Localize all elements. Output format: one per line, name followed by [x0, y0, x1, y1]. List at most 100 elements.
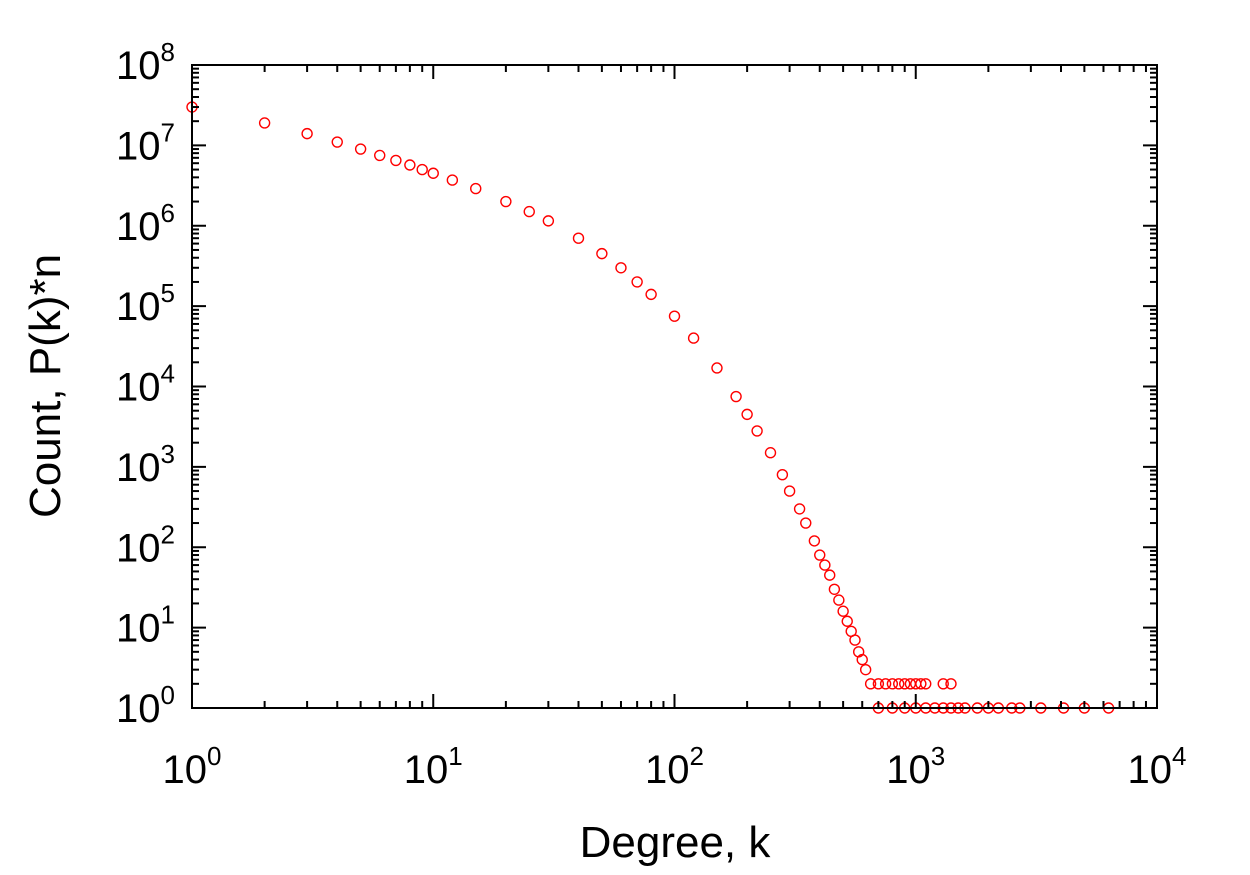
y-tick-label-base: 10 — [116, 285, 161, 329]
x-tick-label-base: 10 — [1128, 748, 1173, 792]
data-point — [631, 276, 643, 288]
x-tick-labels: 100 101 102 103 104 — [163, 741, 1187, 792]
data-point — [864, 678, 877, 690]
x-tick-label-exponent: 0 — [207, 741, 221, 771]
data-point — [730, 390, 742, 403]
y-tick-label-exponent: 0 — [161, 680, 175, 710]
data-point — [819, 559, 831, 571]
y-tick-label-exponent: 1 — [161, 600, 175, 630]
y-tick-label-exponent: 5 — [161, 278, 175, 308]
y-tick-label-exponent: 4 — [161, 359, 175, 389]
y-tick-label-exponent: 3 — [161, 439, 175, 469]
x-tick-label: 100 — [163, 741, 222, 792]
x-tick-label-base: 10 — [163, 748, 208, 792]
data-point — [828, 583, 841, 595]
data-point — [596, 247, 608, 260]
data-point — [808, 535, 821, 547]
data-point — [837, 605, 849, 617]
x-tick-label-base: 10 — [886, 748, 931, 792]
data-point — [572, 232, 585, 244]
x-tick-label: 102 — [645, 741, 704, 792]
data-point — [824, 569, 836, 581]
data-point — [945, 678, 957, 690]
data-point — [687, 332, 700, 344]
axis-ticks — [191, 64, 1158, 709]
y-tick-label: 105 — [116, 278, 175, 329]
y-tick-label: 104 — [116, 359, 175, 410]
y-tick-label: 106 — [116, 198, 175, 249]
x-tick-label: 101 — [404, 741, 463, 792]
data-point — [937, 678, 949, 690]
data-point — [390, 154, 402, 167]
data-point — [404, 159, 416, 171]
data-points — [186, 101, 1115, 714]
data-point — [915, 678, 927, 690]
y-tick-label: 100 — [116, 680, 175, 731]
data-point — [899, 678, 911, 690]
data-point — [301, 127, 313, 140]
plot-frame — [191, 64, 1158, 709]
x-tick-label-exponent: 1 — [448, 741, 462, 771]
data-point — [800, 517, 812, 529]
x-tick-label: 104 — [1128, 741, 1187, 792]
y-tick-label: 107 — [116, 117, 175, 168]
data-point — [859, 663, 872, 676]
y-tick-label-base: 10 — [116, 687, 161, 731]
y-tick-label: 101 — [116, 600, 175, 651]
y-tick-label-base: 10 — [116, 124, 161, 168]
data-point — [500, 195, 512, 208]
y-tick-label-base: 10 — [116, 607, 161, 651]
data-point — [258, 117, 271, 129]
y-tick-label-exponent: 6 — [161, 198, 175, 228]
data-point — [711, 362, 723, 374]
x-tick-label-exponent: 4 — [1172, 741, 1186, 771]
y-tick-label-base: 10 — [116, 44, 161, 88]
data-point — [764, 447, 777, 459]
data-point — [833, 594, 845, 606]
x-tick-label-exponent: 3 — [931, 741, 945, 771]
data-point — [920, 678, 932, 690]
data-point — [542, 215, 555, 227]
data-point — [879, 678, 892, 690]
data-point — [841, 615, 853, 627]
data-point — [427, 167, 439, 179]
y-tick-label: 102 — [116, 519, 175, 570]
data-point — [354, 143, 367, 155]
y-tick-label-base: 10 — [116, 446, 161, 490]
data-point — [615, 262, 627, 274]
data-point — [751, 425, 763, 437]
y-tick-label-base: 10 — [116, 366, 161, 410]
x-tick-label-base: 10 — [404, 748, 449, 792]
data-point — [668, 310, 681, 322]
data-point — [446, 174, 459, 186]
y-axis-title: Count, P(k)*n — [21, 254, 70, 518]
x-tick-label-exponent: 2 — [690, 741, 704, 771]
data-point — [741, 408, 753, 421]
y-tick-label-exponent: 8 — [161, 37, 175, 67]
x-tick-label: 103 — [886, 741, 945, 792]
data-point — [814, 549, 826, 561]
data-point — [849, 634, 861, 646]
data-point — [416, 163, 428, 176]
data-point — [331, 136, 343, 148]
data-point — [793, 503, 806, 515]
data-point — [776, 468, 789, 481]
data-point — [374, 149, 386, 162]
data-point — [893, 678, 905, 690]
y-tick-label-exponent: 2 — [161, 519, 175, 549]
data-point — [645, 288, 657, 301]
data-point — [872, 678, 885, 690]
data-point — [886, 678, 899, 690]
data-point — [470, 182, 482, 195]
x-axis-title: Degree, k — [580, 818, 772, 867]
y-tick-label-base: 10 — [116, 526, 161, 570]
data-point — [856, 653, 868, 666]
data-point — [523, 205, 535, 218]
y-tick-label: 103 — [116, 439, 175, 490]
y-tick-label-exponent: 7 — [161, 117, 175, 147]
y-tick-label-base: 10 — [116, 205, 161, 249]
data-point — [783, 485, 796, 497]
